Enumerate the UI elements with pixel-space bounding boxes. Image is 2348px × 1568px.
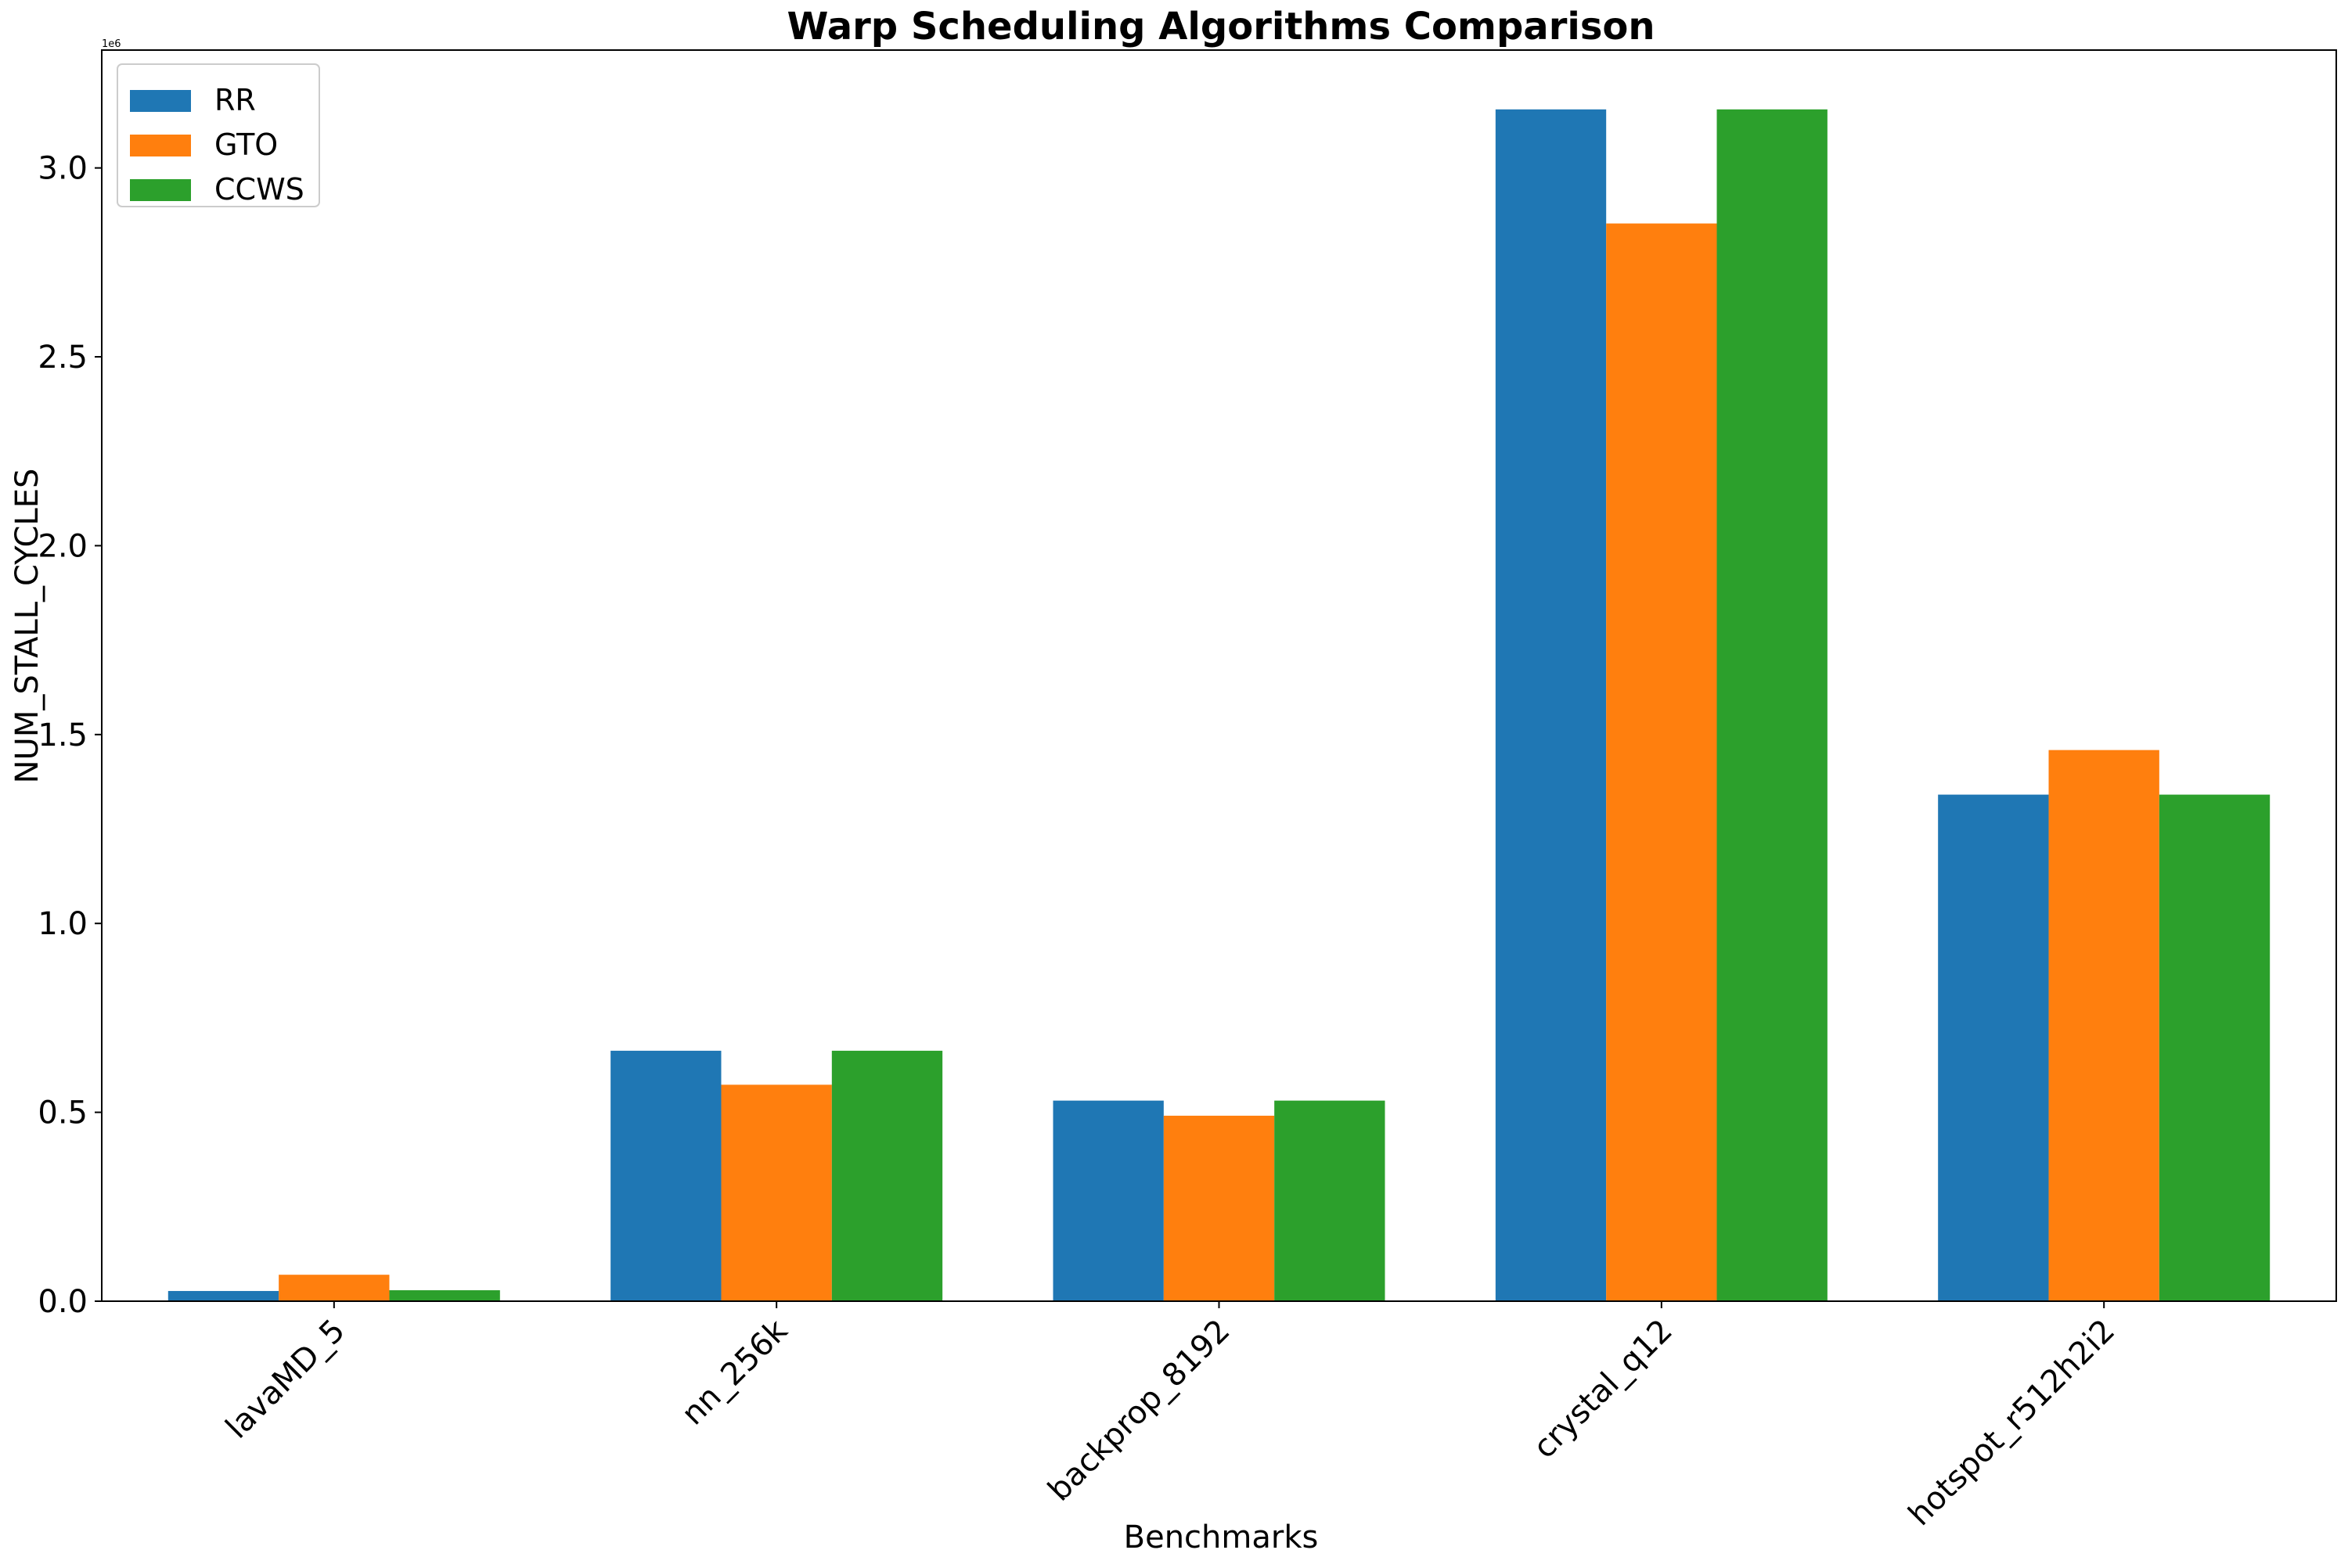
y-tick-label: 0.0	[38, 1284, 88, 1320]
legend-swatch-rr	[130, 90, 191, 112]
y-tick-label: 2.0	[38, 528, 88, 564]
bar-rr-hotspot-r512h2i2	[1938, 794, 2049, 1301]
legend-label-ccws: CCWS	[214, 172, 304, 207]
legend-swatch-gto	[130, 135, 191, 156]
chart-title: Warp Scheduling Algorithms Comparison	[787, 5, 1655, 49]
bar-rr-lavamd-5	[167, 1290, 279, 1301]
bars-layer	[167, 109, 2271, 1302]
bar-ccws-lavamd-5	[389, 1290, 500, 1301]
legend-swatch-ccws	[130, 179, 191, 201]
y-ticks: 0.0 0.5 1.0 1.5 2.0 2.5 3.0	[38, 151, 102, 1320]
bar-gto-lavamd-5	[279, 1275, 390, 1301]
x-tick-label: lavaMD_5	[219, 1313, 352, 1446]
legend-label-gto: GTO	[214, 128, 278, 162]
bar-rr-backprop-8192	[1053, 1100, 1164, 1301]
bar-ccws-crystal-q12	[1716, 109, 1828, 1301]
bar-gto-backprop-8192	[1163, 1115, 1275, 1301]
y-tick-label: 1.0	[38, 906, 88, 942]
bar-ccws-hotspot-r512h2i2	[2159, 794, 2271, 1301]
x-tick-label: crystal_q12	[1526, 1313, 1680, 1466]
legend: RR GTO CCWS	[117, 63, 320, 207]
y-tick-label: 1.5	[38, 717, 88, 753]
bar-ccws-nn-256k	[831, 1050, 943, 1301]
bar-gto-hotspot-r512h2i2	[2048, 750, 2159, 1301]
y-tick-label: 3.0	[38, 151, 88, 187]
y-tick-label: 2.5	[38, 340, 88, 376]
x-tick-label: hotspot_r512h2i2	[1902, 1313, 2122, 1533]
bar-rr-nn-256k	[610, 1050, 722, 1301]
x-ticks: lavaMD_5 nn_256k backprop_8192 crystal_q12 h…	[219, 1301, 2122, 1533]
y-axis-offset-label: 1e6	[102, 38, 121, 50]
bar-gto-crystal-q12	[1606, 223, 1717, 1302]
x-tick-label: nn_256k	[675, 1312, 794, 1432]
legend-label-rr: RR	[214, 83, 256, 117]
bar-gto-nn-256k	[721, 1084, 832, 1301]
y-tick-label: 0.5	[38, 1095, 88, 1131]
x-tick-label: backprop_8192	[1041, 1313, 1237, 1509]
y-axis-label: NUM_STALL_CYCLES	[9, 469, 45, 784]
bar-rr-crystal-q12	[1495, 109, 1607, 1301]
x-axis-label: Benchmarks	[1124, 1519, 1319, 1555]
bar-ccws-backprop-8192	[1274, 1100, 1385, 1301]
